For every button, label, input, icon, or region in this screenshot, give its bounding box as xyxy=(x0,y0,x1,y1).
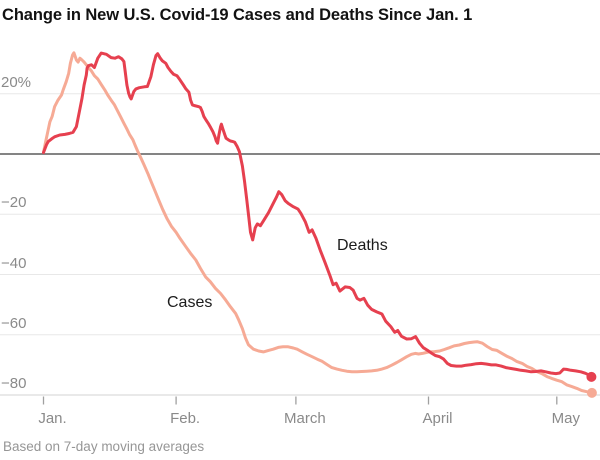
cases-line xyxy=(42,51,594,395)
y-axis-label--60: −60 xyxy=(1,314,27,332)
y-axis-label--80: −80 xyxy=(1,375,27,392)
x-axis-label-May: May xyxy=(551,410,580,427)
series-label-deaths: Deaths xyxy=(337,237,388,254)
chart-title: Change in New U.S. Covid-19 Cases and De… xyxy=(2,6,473,24)
x-axis-label-Jan: Jan. xyxy=(38,410,67,427)
deaths-endpoint-dot xyxy=(586,371,597,382)
cases-endpoint-dot xyxy=(586,387,597,398)
x-axis-label-April: April xyxy=(422,410,453,427)
y-axis-label--40: −40 xyxy=(1,254,27,272)
y-axis-label-20: 20% xyxy=(1,73,32,91)
chart-footnote: Based on 7-day moving averages xyxy=(3,439,205,454)
deaths-line xyxy=(42,51,593,379)
series-label-cases: Cases xyxy=(167,294,213,311)
y-axis-label--20: −20 xyxy=(1,194,27,212)
x-axis-label-March: March xyxy=(284,410,326,427)
x-axis-label-Feb: Feb. xyxy=(170,410,201,427)
